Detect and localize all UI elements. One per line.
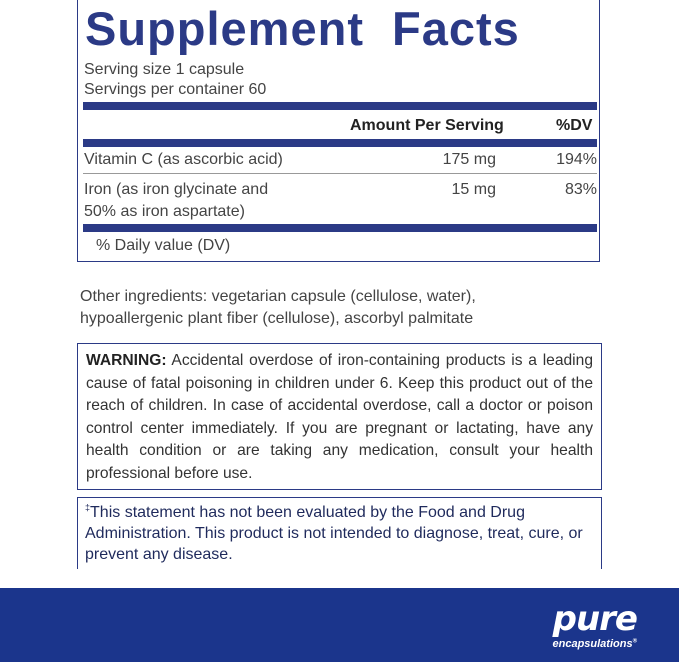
divider xyxy=(83,139,597,147)
brand-name: pure xyxy=(552,599,638,639)
brand-footer: pure encapsulations® xyxy=(0,588,679,662)
divider xyxy=(83,224,597,232)
nutrient-amount: 15 mg xyxy=(451,181,496,198)
nutrient-name-cont: 50% as iron aspartate) xyxy=(84,203,245,220)
fda-disclaimer: ‡This statement has not been evaluated b… xyxy=(77,497,602,569)
warning-text: Accidental overdose of iron-containing p… xyxy=(86,352,593,482)
brand-logo: pure encapsulations® xyxy=(553,600,638,651)
warning-box: WARNING: Accidental overdose of iron-con… xyxy=(77,343,602,490)
warning-label: WARNING: xyxy=(86,352,167,369)
disclaimer-text: This statement has not been evaluated by… xyxy=(85,504,583,563)
other-ingredients-cont: hypoallergenic plant fiber (cellulose), … xyxy=(80,310,474,327)
nutrient-dv: 194% xyxy=(556,151,597,168)
double-dagger: ‡ xyxy=(85,502,91,513)
brand-sub: encapsulations xyxy=(552,638,633,650)
row-divider xyxy=(83,173,597,174)
serving-size: Serving size 1 capsule xyxy=(84,61,245,78)
amount-header: Amount Per Serving xyxy=(350,117,504,134)
nutrient-name: Iron (as iron glycinate and xyxy=(84,181,269,198)
dv-footnote: % Daily value (DV) xyxy=(96,237,231,254)
other-ingredients: Other ingredients: vegetarian capsule (c… xyxy=(80,288,476,305)
dv-header: %DV xyxy=(556,117,593,134)
supplement-facts-panel xyxy=(77,0,600,262)
panel-title: Supplement Facts xyxy=(85,2,520,55)
nutrient-name: Vitamin C (as ascorbic acid) xyxy=(84,151,283,168)
nutrient-amount: 175 mg xyxy=(442,151,496,168)
divider xyxy=(83,102,597,110)
servings-per-container: Servings per container 60 xyxy=(84,81,267,98)
registered-mark: ® xyxy=(632,638,637,645)
nutrient-dv: 83% xyxy=(564,181,597,198)
